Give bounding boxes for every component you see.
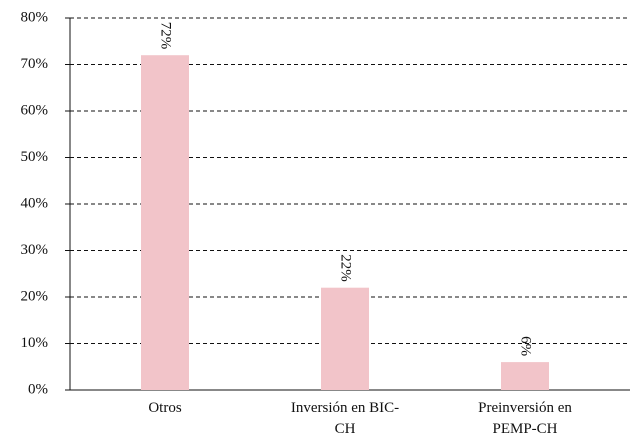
y-tick-label: 60% [21,102,49,118]
value-label: 6% [518,336,534,356]
y-tick-label: 20% [21,288,49,304]
x-tick-label: Otros [90,398,240,419]
x-tick-label: Preinversión en PEMP-CH [450,398,600,440]
x-tick-text: Preinversión en PEMP-CH [478,400,572,437]
y-tick-label: 30% [21,242,49,258]
bar [321,287,369,390]
y-tick-label: 10% [21,335,49,351]
value-label: 72% [158,22,174,50]
x-tick-text: Otros [148,400,182,416]
value-label: 22% [338,254,354,282]
bar [501,362,549,390]
y-tick-label: 0% [28,381,48,397]
y-tick-label: 50% [21,149,49,165]
y-tick-label: 40% [21,195,49,211]
y-tick-label: 80% [21,9,49,25]
x-tick-label: Inversión en BIC-CH [270,398,420,440]
bar [141,55,189,390]
x-tick-text: Inversión en BIC-CH [290,400,400,437]
y-tick-label: 70% [21,56,49,72]
